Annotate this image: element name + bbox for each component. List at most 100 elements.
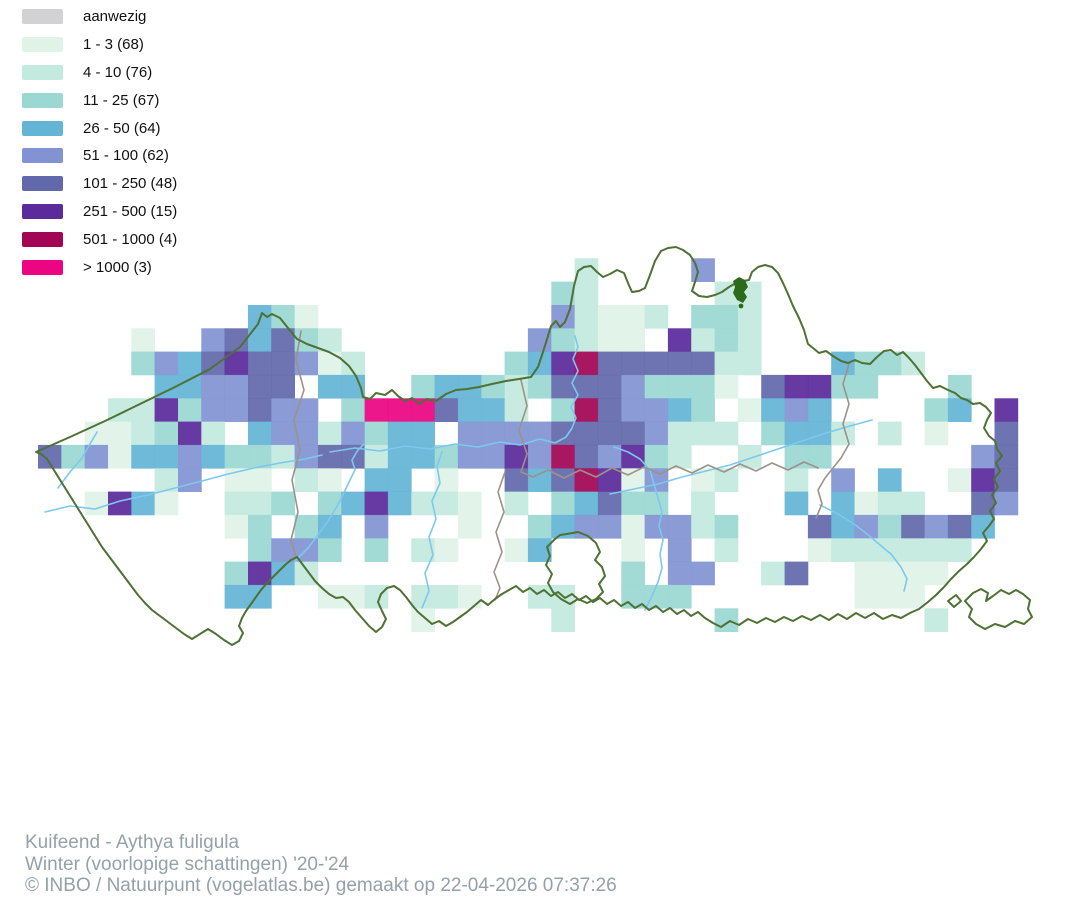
- grid-cell: [924, 538, 949, 562]
- grid-cell: [457, 398, 482, 422]
- grid-cell: [877, 491, 902, 516]
- river-schelde-upper: [294, 443, 365, 562]
- grid-cell: [877, 561, 902, 586]
- grid-cell: [481, 444, 505, 469]
- grid-cell: [947, 538, 972, 562]
- grid-cell: [294, 421, 319, 446]
- grid-cell: [364, 421, 389, 446]
- grid-cell: [667, 444, 692, 469]
- grid-cell: [901, 538, 925, 562]
- grid-cell: [924, 608, 949, 632]
- grid-cell: [574, 328, 599, 352]
- flanders-border-layer: [35, 246, 1033, 646]
- grid-cell: [574, 491, 599, 516]
- grid-cell: [621, 374, 645, 399]
- grid-cell: [971, 468, 995, 492]
- grid-cell: [457, 514, 482, 539]
- grid-cell: [318, 351, 342, 376]
- grid-cell: [504, 398, 529, 422]
- grid-cell: [994, 491, 1019, 516]
- legend-label: > 1000 (3): [83, 258, 152, 276]
- grid-cell: [854, 491, 879, 516]
- grid-cell: [784, 374, 809, 399]
- grid-cell: [597, 305, 622, 329]
- grid-cell: [38, 444, 62, 469]
- grid-cell: [411, 538, 435, 562]
- grid-cell: [131, 444, 155, 469]
- grid-cell: [714, 514, 739, 539]
- legend-item: 51 - 100 (62): [22, 142, 177, 170]
- voeren-exclave-outline: [964, 588, 1033, 630]
- grid-cell: [248, 421, 272, 446]
- grid-cell: [574, 281, 599, 306]
- grid-cell: [691, 374, 715, 399]
- grid-cell: [947, 514, 972, 539]
- legend-swatch: [22, 148, 63, 164]
- river-dijle: [613, 446, 664, 611]
- grid-cell: [691, 421, 715, 446]
- grid-cell: [178, 351, 202, 376]
- grid-cell: [644, 421, 669, 446]
- legend-item: 101 - 250 (48): [22, 170, 177, 198]
- grid-cell: [667, 398, 692, 422]
- grid-cell: [644, 374, 669, 399]
- grid-cell: [831, 421, 855, 446]
- border-antwerp-brabant: [518, 379, 819, 479]
- grid-cell: [271, 444, 295, 469]
- river-leie: [44, 454, 323, 513]
- grid-cell: [621, 561, 645, 586]
- grid-cell: [644, 514, 669, 539]
- grid-cell: [318, 421, 342, 446]
- grid-cell: [504, 491, 529, 516]
- grid-cell: [154, 468, 179, 492]
- grid-cell: [527, 328, 552, 352]
- grid-cell: [248, 351, 272, 376]
- grid-cell: [761, 561, 785, 586]
- grid-cell: [551, 468, 575, 492]
- grid-cell: [831, 491, 855, 516]
- grid-cell: [714, 328, 739, 352]
- grid-cell: [271, 561, 295, 586]
- grid-cell: [434, 374, 459, 399]
- grid-cell: [224, 374, 249, 399]
- green-area-dot: [738, 303, 744, 309]
- grid-cell: [527, 538, 552, 562]
- grid-cell: [831, 514, 855, 539]
- grid-cell: [154, 444, 179, 469]
- grid-cell: [271, 491, 295, 516]
- grid-cell: [271, 351, 295, 376]
- grid-cell: [271, 421, 295, 446]
- grid-cell: [224, 491, 249, 516]
- grid-cell: [504, 351, 529, 376]
- legend-label: 101 - 250 (48): [83, 175, 178, 193]
- grid-cell: [318, 538, 342, 562]
- grid-cell: [644, 444, 669, 469]
- grid-cell: [807, 398, 832, 422]
- grid-cell: [527, 514, 552, 539]
- grid-cell: [411, 374, 435, 399]
- legend-item: 1 - 3 (68): [22, 31, 177, 59]
- grid-cell: [551, 608, 575, 632]
- grid-cell: [597, 444, 622, 469]
- grid-cell: [691, 351, 715, 376]
- grid-cell: [411, 608, 435, 632]
- grid-cell: [318, 374, 342, 399]
- grid-cell: [504, 468, 529, 492]
- grid-cell: [201, 374, 225, 399]
- grid-cell: [434, 491, 459, 516]
- grid-cell: [737, 305, 762, 329]
- grid-cell: [551, 398, 575, 422]
- grid-cell: [248, 468, 272, 492]
- grid-cell: [947, 468, 972, 492]
- grid-cell: [691, 514, 715, 539]
- grid-cell: [201, 421, 225, 446]
- green-area-marker: [733, 277, 748, 309]
- grid-cell: [481, 421, 505, 446]
- grid-cell: [714, 281, 739, 306]
- voeren-small-outline: [947, 594, 962, 608]
- grid-cell: [574, 374, 599, 399]
- grid-cell: [667, 561, 692, 586]
- grid-cell: [877, 421, 902, 446]
- legend-swatch: [22, 37, 63, 53]
